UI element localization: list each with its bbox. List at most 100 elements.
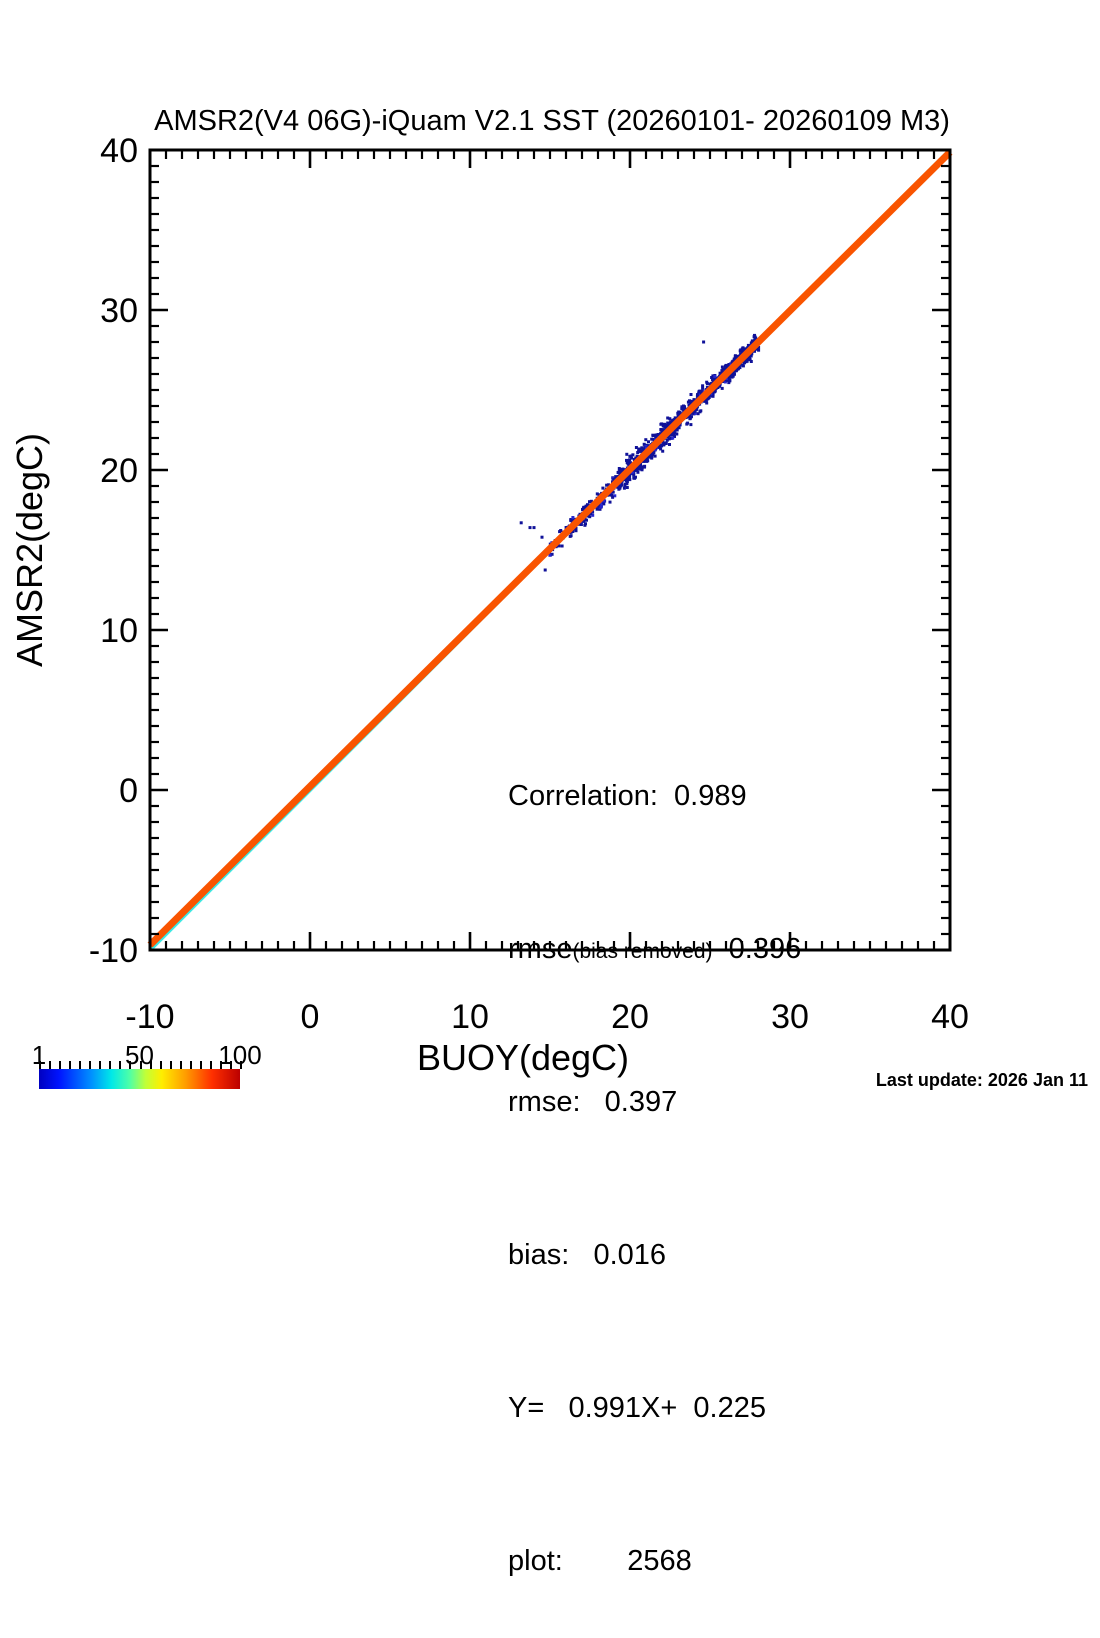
scatter-point bbox=[540, 535, 544, 539]
scatter-point bbox=[724, 363, 728, 367]
stat-fit-equation: Y= 0.991X+ 0.225 bbox=[508, 1383, 801, 1434]
scatter-point bbox=[589, 499, 593, 503]
stat-bias: bias: 0.016 bbox=[508, 1230, 801, 1281]
scatter-point bbox=[631, 471, 635, 475]
scatter-point bbox=[641, 447, 645, 451]
scatter-point bbox=[692, 398, 696, 402]
colorbar-tick bbox=[199, 1061, 202, 1069]
stat-sublabel: (bias removed) bbox=[572, 940, 713, 963]
scatter-point bbox=[581, 508, 585, 511]
scatter-point bbox=[687, 403, 691, 407]
colorbar-tick bbox=[149, 1061, 152, 1069]
scatter-point bbox=[679, 412, 683, 416]
y-tick-label: 20 bbox=[100, 452, 138, 490]
scatter-point bbox=[731, 374, 735, 378]
scatter-point bbox=[602, 502, 606, 506]
y-tick-label: -10 bbox=[89, 932, 138, 970]
x-tick-label: -10 bbox=[125, 998, 174, 1036]
x-tick-label: 20 bbox=[611, 998, 649, 1036]
scatter-point bbox=[646, 459, 650, 463]
scatter-point bbox=[750, 339, 754, 343]
scatter-point bbox=[599, 501, 603, 505]
scatter-point bbox=[625, 479, 628, 483]
x-tick-label: 10 bbox=[451, 998, 489, 1036]
scatter-point bbox=[741, 346, 745, 350]
scatter-point bbox=[659, 443, 663, 447]
scatter-point bbox=[644, 458, 648, 462]
scatter-point bbox=[665, 438, 669, 442]
scatter-point bbox=[746, 356, 750, 360]
scatter-point bbox=[633, 468, 637, 472]
scatter-point bbox=[616, 471, 620, 474]
scatter-point bbox=[627, 462, 631, 466]
scatter-point bbox=[720, 369, 724, 373]
scatter-point bbox=[598, 507, 602, 511]
stat-value: 0.396 bbox=[712, 933, 802, 965]
scatter-point bbox=[558, 530, 562, 534]
scatter-point bbox=[631, 453, 635, 457]
scatter-point bbox=[711, 378, 715, 382]
scatter-point bbox=[662, 443, 666, 447]
scatter-point bbox=[519, 521, 523, 525]
scatter-point bbox=[667, 437, 671, 441]
scatter-point bbox=[705, 382, 709, 386]
scatter-point bbox=[644, 438, 648, 442]
chart-title: AMSR2(V4 06G)-iQuam V2.1 SST (20260101- … bbox=[154, 105, 950, 137]
scatter-point bbox=[585, 518, 588, 522]
scatter-point bbox=[625, 486, 629, 489]
scatter-point bbox=[636, 451, 640, 454]
scatter-point bbox=[651, 433, 655, 437]
scatter-point bbox=[653, 448, 657, 452]
scatter-point bbox=[601, 486, 605, 490]
scatter-point bbox=[685, 422, 689, 426]
scatter-point bbox=[584, 522, 587, 526]
scatter-point bbox=[753, 338, 757, 342]
scatter-point bbox=[629, 454, 633, 458]
colorbar-tick bbox=[49, 1061, 52, 1069]
scatter-point bbox=[710, 376, 714, 379]
scatter-point bbox=[735, 354, 739, 358]
scatter-point bbox=[625, 458, 628, 462]
scatter-point bbox=[638, 467, 642, 471]
regression-line bbox=[147, 149, 953, 948]
scatter-point bbox=[677, 426, 681, 430]
scatter-point bbox=[669, 433, 673, 437]
scatter-point bbox=[710, 381, 714, 385]
scatter-point bbox=[689, 400, 693, 404]
scatter-point bbox=[606, 483, 610, 487]
scatter-point bbox=[532, 526, 536, 530]
scatter-point bbox=[572, 518, 576, 522]
scatter-point bbox=[641, 449, 645, 453]
scatter-point bbox=[582, 519, 586, 523]
colorbar-gradient bbox=[39, 1069, 240, 1089]
scatter-point bbox=[528, 526, 532, 530]
scatter-point bbox=[623, 482, 627, 486]
scatter-point bbox=[569, 518, 573, 521]
scatter-point bbox=[569, 534, 573, 538]
scatter-point bbox=[659, 422, 663, 426]
scatter-point bbox=[548, 553, 552, 557]
y-tick-label: 10 bbox=[100, 612, 138, 650]
scatter-point bbox=[718, 371, 722, 375]
scatter-point bbox=[640, 446, 644, 450]
scatter-point bbox=[634, 446, 638, 449]
scatter-point bbox=[744, 360, 748, 364]
scatter-point bbox=[613, 494, 617, 498]
scatter-point bbox=[622, 486, 626, 490]
scatter-point bbox=[702, 340, 706, 344]
scatter-point bbox=[749, 341, 753, 345]
scatter-point bbox=[705, 385, 709, 389]
scatter-point bbox=[671, 418, 675, 422]
scatter-point bbox=[619, 470, 622, 474]
scatter-point bbox=[738, 366, 742, 370]
scatter-point bbox=[637, 447, 641, 451]
scatter-point bbox=[571, 516, 575, 519]
scatter-point bbox=[721, 370, 725, 374]
scatter-point bbox=[733, 369, 737, 373]
scatter-point bbox=[647, 440, 650, 444]
scatter-point bbox=[711, 394, 715, 398]
colorbar-ticks bbox=[39, 1061, 242, 1069]
scatter-point bbox=[752, 335, 756, 339]
scatter-point bbox=[626, 477, 630, 481]
scatter-point bbox=[668, 417, 672, 421]
